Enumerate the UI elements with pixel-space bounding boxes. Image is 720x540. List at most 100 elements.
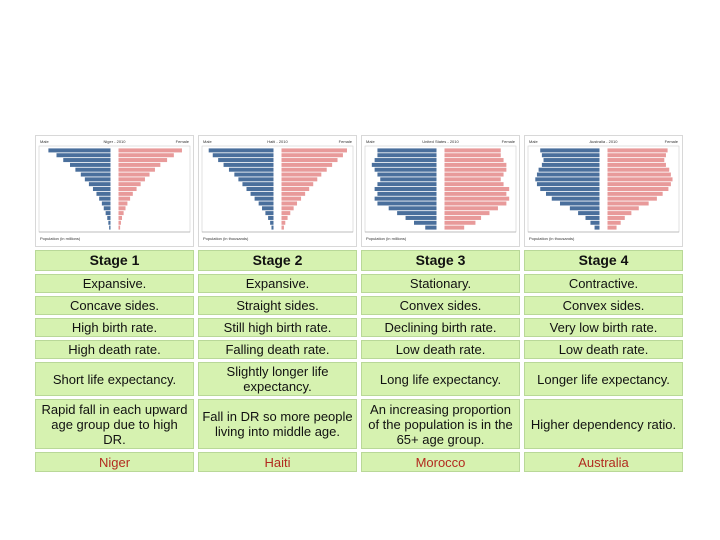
life-expectancy-cell: Short life expectancy. [35, 362, 194, 396]
female-bar [281, 191, 306, 196]
life-expectancy-cell: Long life expectancy. [361, 362, 520, 396]
female-bar [281, 206, 294, 211]
female-bar [281, 162, 333, 167]
pyramid-panel-1: Niger - 2010 Male Female Population (in mil… [35, 135, 194, 247]
pyramid-type-cell: Stationary. [361, 274, 520, 293]
female-bar [444, 186, 510, 192]
male-bar [96, 191, 111, 196]
male-bar [223, 162, 274, 167]
female-bar [118, 201, 128, 206]
male-bar [569, 206, 600, 211]
female-bar [281, 225, 284, 230]
female-bar [118, 158, 168, 163]
female-bar [444, 153, 501, 158]
male-bar [541, 153, 600, 158]
female-bar [281, 177, 318, 182]
female-bar [118, 148, 182, 153]
female-bar [607, 220, 621, 225]
female-bar [444, 167, 507, 172]
female-bar [281, 167, 327, 172]
female-bar [118, 191, 133, 196]
female-bar [281, 196, 302, 201]
pyramid-title: Australia - 2010 [589, 139, 618, 144]
male-bar [75, 167, 111, 172]
male-bar [262, 206, 274, 211]
stages-table: Niger - 2010 Male Female Population (in mil… [35, 135, 685, 472]
female-bar [281, 201, 298, 206]
male-bar [377, 191, 437, 196]
male-bar [271, 225, 274, 230]
female-bar [444, 225, 465, 230]
population-pyramid-1: Niger - 2010 Male Female Population (in mil… [38, 139, 191, 241]
female-bar [444, 172, 504, 177]
male-bar [551, 196, 600, 201]
male-bar [234, 172, 274, 177]
stage-heading: Stage 4 [524, 250, 683, 271]
death-rate-cell: High death rate. [35, 340, 194, 359]
sides-cell: Convex sides. [361, 296, 520, 315]
male-bar [105, 211, 111, 216]
male-bar [540, 148, 600, 153]
male-bar [99, 196, 111, 201]
female-bar [281, 153, 343, 158]
male-bar [258, 201, 274, 206]
female-bar [118, 153, 174, 158]
male-bar [218, 158, 274, 163]
male-bar [578, 211, 600, 216]
pyramid-panel-2: Haiti - 2010 Male Female Population (in tho… [198, 135, 357, 247]
male-bar [265, 211, 274, 216]
life-expectancy-cell: Slightly longer life expectancy. [198, 362, 357, 396]
female-bar [607, 182, 671, 187]
male-bar [246, 186, 274, 192]
male-bar [377, 148, 437, 153]
male-bar [374, 158, 437, 163]
male-label: Male [203, 139, 212, 144]
male-bar [590, 220, 600, 225]
notes-cell: Higher dependency ratio. [524, 399, 683, 449]
pyramid-type-cell: Expansive. [35, 274, 194, 293]
birth-rate-cell: Very low birth rate. [524, 318, 683, 337]
notes-cell: An increasing proportion of the populati… [361, 399, 520, 449]
male-bar [380, 177, 437, 182]
female-bar [118, 215, 123, 220]
male-bar [377, 172, 437, 177]
male-bar [80, 172, 111, 177]
male-bar [374, 186, 437, 192]
male-bar [70, 162, 111, 167]
male-bar [377, 153, 437, 158]
female-bar [118, 220, 121, 225]
female-label: Female [502, 139, 516, 144]
female-bar [118, 206, 126, 211]
male-bar [101, 201, 111, 206]
female-bar [444, 201, 507, 206]
female-bar [607, 167, 670, 172]
male-bar [208, 148, 274, 153]
female-bar [444, 191, 507, 196]
female-bar [118, 211, 124, 216]
male-bar [107, 215, 111, 220]
female-bar [607, 191, 663, 196]
male-bar [228, 167, 274, 172]
male-bar [270, 220, 274, 225]
female-bar [281, 182, 314, 187]
death-rate-cell: Low death rate. [524, 340, 683, 359]
male-bar [250, 191, 274, 196]
axis-caption: Population (in millions) [40, 236, 81, 241]
notes-cell: Fall in DR so more people living into mi… [198, 399, 357, 449]
female-bar [444, 182, 504, 187]
country-cell: Morocco [361, 452, 520, 472]
death-rate-cell: Falling death rate. [198, 340, 357, 359]
country-cell: Australia [524, 452, 683, 472]
female-bar [118, 196, 131, 201]
male-bar [84, 177, 111, 182]
stage-heading: Stage 3 [361, 250, 520, 271]
female-bar [281, 186, 310, 192]
female-bar [607, 206, 639, 211]
female-bar [118, 177, 145, 182]
life-expectancy-cell: Longer life expectancy. [524, 362, 683, 396]
female-bar [118, 225, 121, 230]
female-bar [607, 196, 657, 201]
female-bar [444, 196, 510, 201]
female-bar [281, 148, 347, 153]
female-bar [607, 153, 666, 158]
